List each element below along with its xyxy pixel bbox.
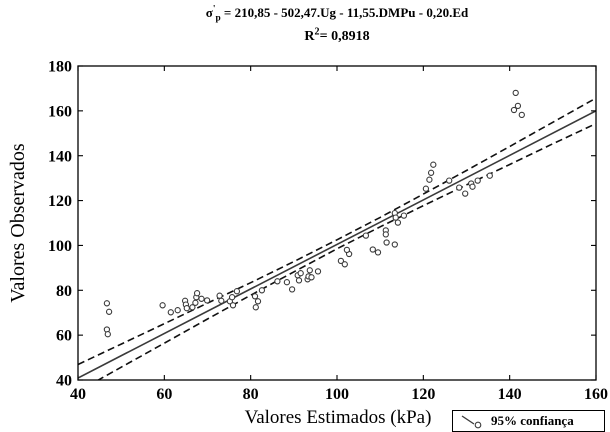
x-tick-label: 60	[156, 386, 172, 403]
data-point	[337, 257, 345, 265]
data-point	[510, 106, 518, 114]
y-tick-label: 160	[48, 103, 72, 120]
confidence-band-layer	[78, 97, 596, 380]
data-point	[198, 295, 205, 302]
data-point	[203, 297, 211, 304]
data-point	[512, 89, 519, 97]
data-point	[374, 249, 382, 256]
data-point	[362, 232, 370, 239]
chart-title: σ'p = 210,85 - 502,47.Ug - 11,55.DMPu - 0…	[78, 4, 596, 24]
data-point	[383, 239, 390, 246]
data-point	[518, 111, 525, 119]
data-point	[469, 183, 476, 190]
tick-marks-layer	[77, 65, 597, 381]
x-tick-label: 40	[70, 386, 86, 403]
data-point	[382, 231, 389, 238]
data-point	[343, 246, 351, 254]
title-prime: '	[212, 4, 216, 15]
data-point	[400, 212, 408, 219]
data-points-layer	[103, 89, 525, 338]
data-point	[426, 176, 433, 183]
data-point	[233, 288, 241, 295]
data-point	[105, 308, 113, 315]
x-tick-label: 140	[498, 386, 522, 403]
data-point	[189, 304, 196, 311]
data-point	[283, 279, 291, 286]
legend-label: 95% confiança	[491, 413, 574, 428]
data-point	[394, 219, 402, 226]
x-tick-label: 100	[325, 386, 349, 403]
data-point	[514, 102, 522, 110]
x-tick-label: 80	[243, 386, 259, 403]
ci-upper-line	[78, 97, 596, 366]
data-point	[369, 246, 376, 253]
data-point	[103, 300, 111, 307]
data-point	[392, 214, 399, 221]
data-point	[218, 297, 225, 304]
data-point	[174, 307, 181, 314]
data-point	[216, 292, 223, 299]
data-point	[228, 294, 236, 301]
legend: 95% confiança	[452, 410, 605, 432]
subtitle-superscript: 2	[314, 26, 320, 38]
subtitle-r: R	[304, 29, 315, 44]
x-tick-label: 160	[584, 386, 608, 403]
plot-frame	[77, 65, 597, 381]
data-point	[252, 304, 259, 311]
data-point	[104, 331, 111, 338]
data-point	[341, 261, 348, 268]
data-point	[229, 302, 237, 309]
y-axis-label: Valores Observados	[7, 143, 29, 303]
data-point	[446, 177, 453, 184]
legend-line	[461, 415, 475, 425]
chart-subtitle: R2= 0,8918	[78, 27, 596, 47]
data-point	[159, 302, 166, 309]
y-tick-label: 40	[56, 373, 72, 390]
data-point	[391, 241, 398, 248]
data-point	[258, 287, 266, 294]
data-point	[251, 293, 259, 300]
y-tick-label: 80	[56, 283, 72, 300]
data-point	[474, 177, 481, 184]
data-point	[306, 267, 313, 274]
data-point	[167, 309, 174, 316]
legend-line-marker-icon	[461, 415, 482, 429]
y-tick-label: 120	[48, 193, 72, 210]
subtitle-value: = 0,8918	[319, 29, 370, 44]
data-point	[427, 169, 435, 176]
y-tick-label: 60	[56, 328, 72, 345]
y-tick-label: 140	[48, 148, 72, 165]
y-tick-label: 100	[48, 238, 72, 255]
data-point	[422, 185, 430, 192]
title-subscript: p	[215, 13, 221, 24]
data-point	[295, 277, 303, 284]
data-point	[462, 190, 469, 197]
tick-labels-layer: 40 60 80 100 120 140 160 40 60 80 100 120 140 160 180	[48, 59, 608, 403]
legend-circle	[474, 421, 482, 429]
data-point	[486, 172, 493, 179]
data-point	[192, 299, 199, 306]
data-point	[314, 268, 322, 275]
data-point	[183, 305, 190, 312]
data-point	[430, 161, 437, 168]
title-sigma: σ	[205, 5, 213, 20]
x-axis-label: Valores Estimados (kPa)	[244, 407, 432, 428]
regression-line	[78, 110, 596, 379]
data-point	[254, 298, 262, 305]
data-point	[274, 278, 281, 285]
data-point	[456, 184, 463, 191]
x-tick-label: 120	[411, 386, 435, 403]
y-tick-label: 180	[48, 59, 72, 76]
title-equation: = 210,85 - 502,47.Ug - 11,55.DMPu - 0,20…	[223, 5, 469, 20]
data-point	[288, 286, 296, 293]
ci-lower-line	[96, 122, 596, 380]
data-point	[193, 290, 201, 297]
data-point	[308, 274, 315, 281]
data-point	[297, 270, 304, 277]
fit-line-layer	[78, 110, 596, 379]
